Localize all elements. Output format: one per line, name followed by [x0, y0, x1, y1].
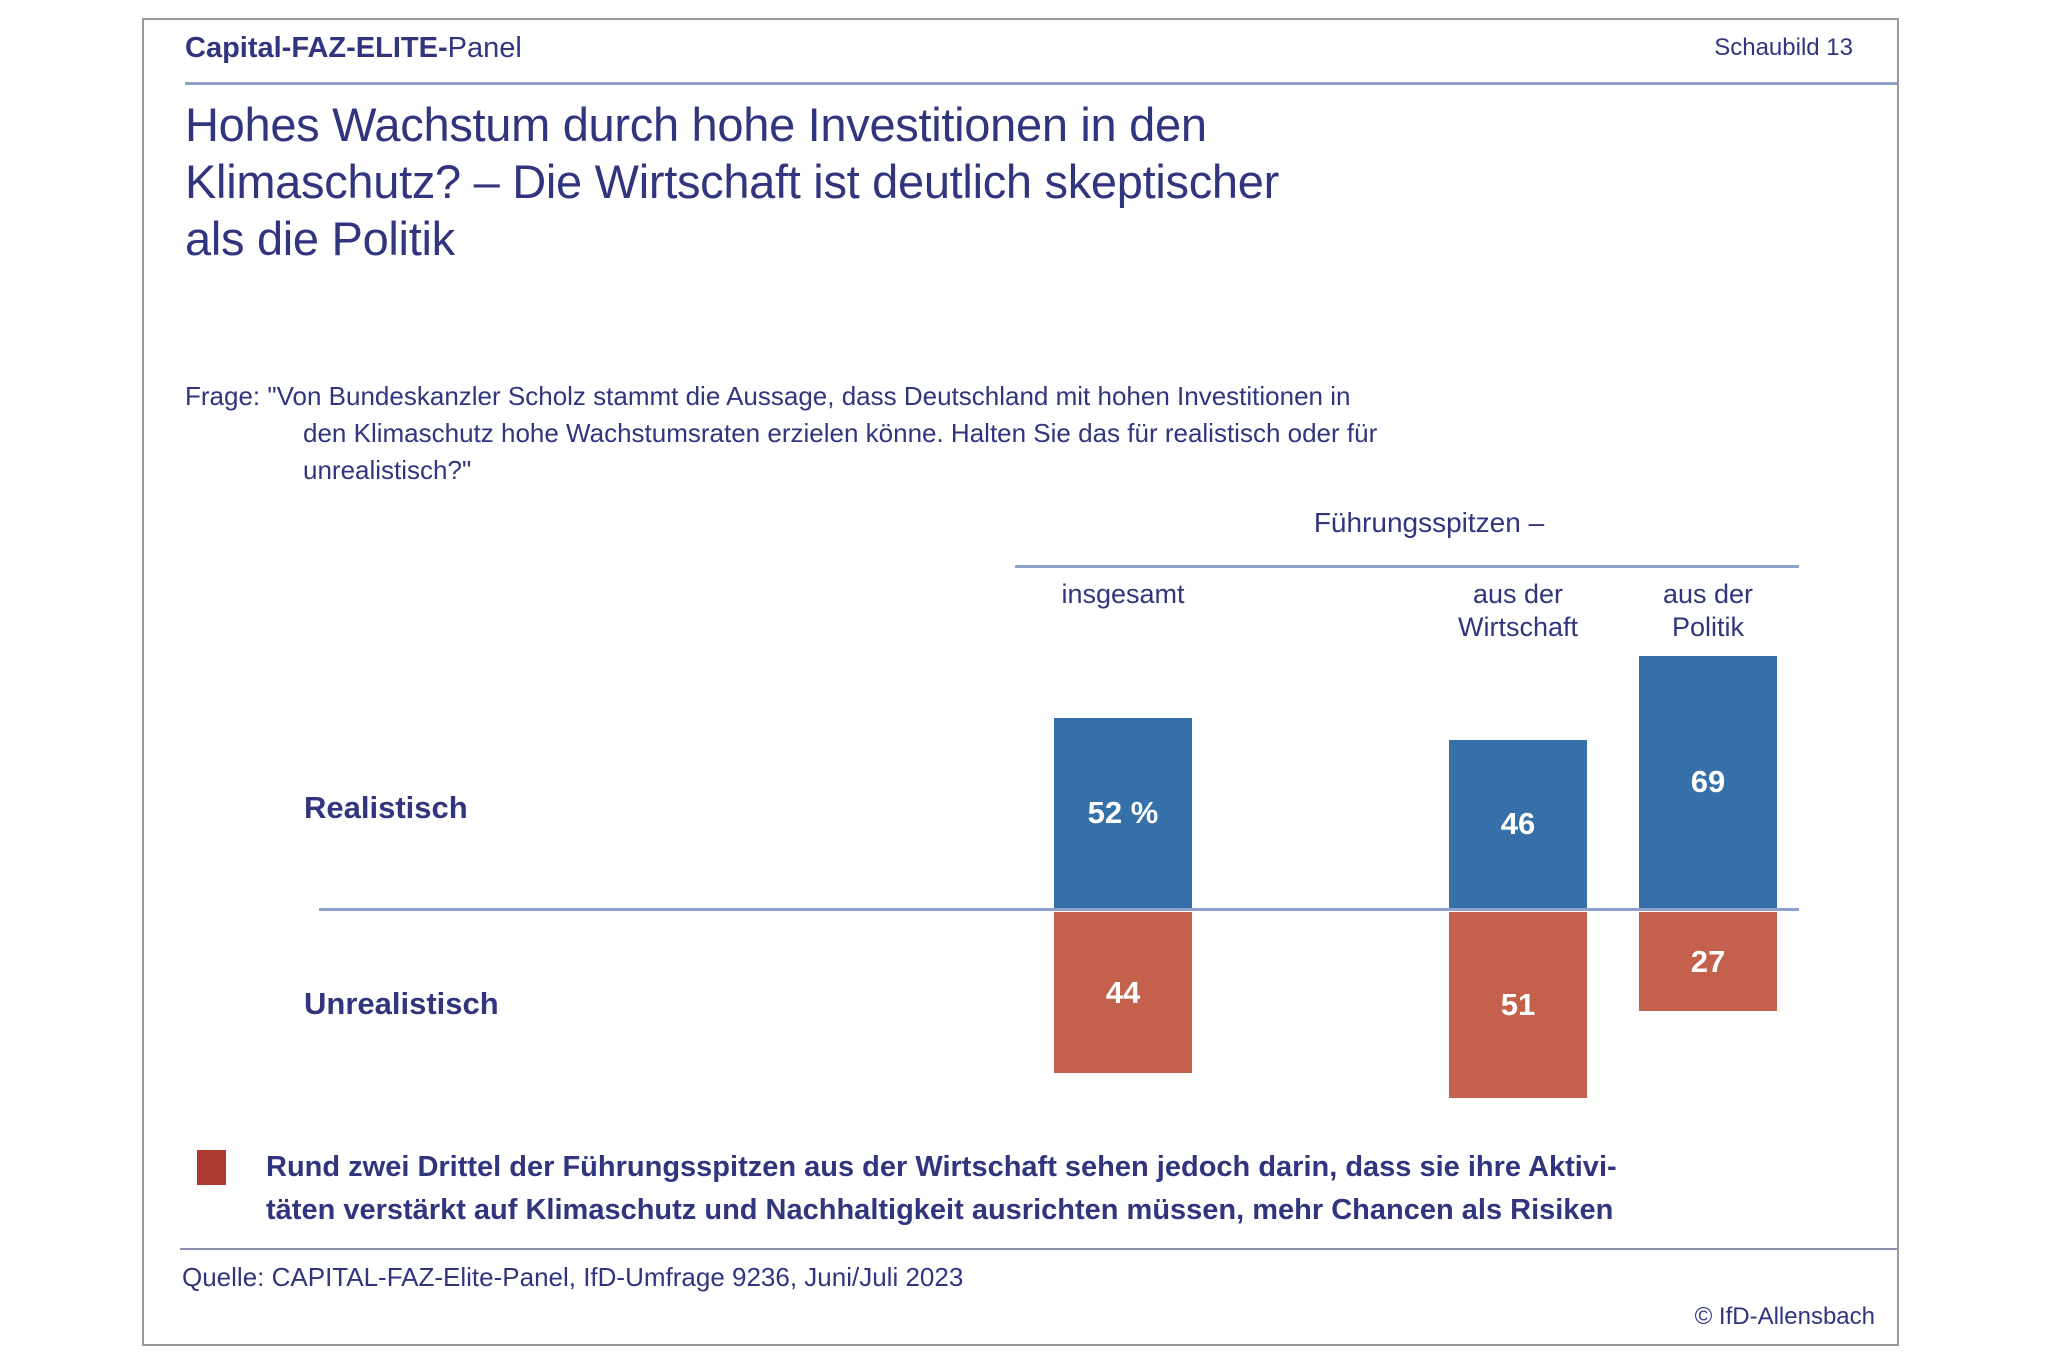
question-line: unrealistisch?": [303, 455, 472, 485]
bar-unrealistisch-2: 51: [1449, 912, 1587, 1098]
column-label-line: Wirtschaft: [1457, 612, 1578, 642]
header-rule: [185, 82, 1897, 85]
chart-baseline: [319, 908, 1799, 911]
question-text: "Von Bundeskanzler Scholz stammt die Aus…: [267, 381, 1351, 411]
chart-group-header: Führungsspitzen –: [1313, 507, 1545, 538]
column-label-line: insgesamt: [1061, 579, 1185, 609]
title-line: als die Politik: [185, 212, 455, 265]
question-label: Frage:: [185, 381, 261, 411]
title-line: Hohes Wachstum durch hohe Investitionen …: [185, 98, 1207, 151]
bar-realistisch-1: 52 %: [1054, 718, 1192, 908]
question-line: den Klimaschutz hohe Wachstumsraten erzi…: [303, 418, 1378, 448]
page-title: Hohes Wachstum durch hohe Investitionen …: [185, 96, 1279, 267]
title-line: Klimaschutz? – Die Wirtschaft ist deutli…: [185, 155, 1279, 208]
brand-regular-text: Panel: [447, 32, 522, 64]
bar-value-label: 27: [1690, 943, 1726, 979]
column-label-2: aus der Wirtschaft: [1398, 578, 1638, 644]
slide-number: Schaubild 13: [1714, 34, 1853, 61]
source-text: Quelle: CAPITAL-FAZ-Elite-Panel, IfD-Umf…: [182, 1262, 964, 1292]
note-line: Rund zwei Drittel der Führungsspitzen au…: [266, 1151, 1617, 1183]
note-bullet-icon: [197, 1150, 226, 1185]
bar-realistisch-3: 69: [1639, 656, 1777, 908]
note-text: Rund zwei Drittel der Führungsspitzen au…: [266, 1146, 1617, 1232]
brand-logo: Capital-FAZ-ELITE-Panel: [185, 32, 522, 65]
slide: Capital-FAZ-ELITE-Panel Schaubild 13 Hoh…: [142, 18, 1899, 1346]
bar-value-label: 46: [1500, 806, 1536, 841]
note-line: täten verstärkt auf Klimaschutz und Nach…: [266, 1194, 1614, 1226]
column-label-1: insgesamt: [1003, 578, 1243, 611]
bar-value-label: 52 %: [1087, 795, 1159, 830]
bar-unrealistisch-3: 27: [1639, 912, 1777, 1011]
chart-group-rule: [1015, 565, 1799, 568]
bar-value-label: 44: [1105, 974, 1141, 1010]
column-label-line: aus der: [1662, 579, 1754, 609]
row-label-realistisch: Realistisch: [304, 790, 468, 825]
footer-rule: [180, 1248, 1897, 1250]
row-label-unrealistisch: Unrealistisch: [304, 986, 499, 1021]
bar-value-label: 51: [1500, 987, 1536, 1022]
column-label-line: aus der: [1472, 579, 1564, 609]
column-label-line: Politik: [1671, 612, 1745, 642]
question-line: Frage: "Von Bundeskanzler Scholz stammt …: [185, 378, 1377, 415]
survey-question: Frage: "Von Bundeskanzler Scholz stammt …: [185, 378, 1377, 489]
copyright-text: © IfD-Allensbach: [1694, 1303, 1875, 1330]
brand-bold-text: Capital-FAZ-ELITE-: [185, 32, 448, 64]
column-label-3: aus der Politik: [1588, 578, 1828, 644]
bar-unrealistisch-1: 44: [1054, 912, 1192, 1073]
bar-realistisch-2: 46: [1449, 740, 1587, 908]
bar-value-label: 69: [1690, 764, 1726, 799]
